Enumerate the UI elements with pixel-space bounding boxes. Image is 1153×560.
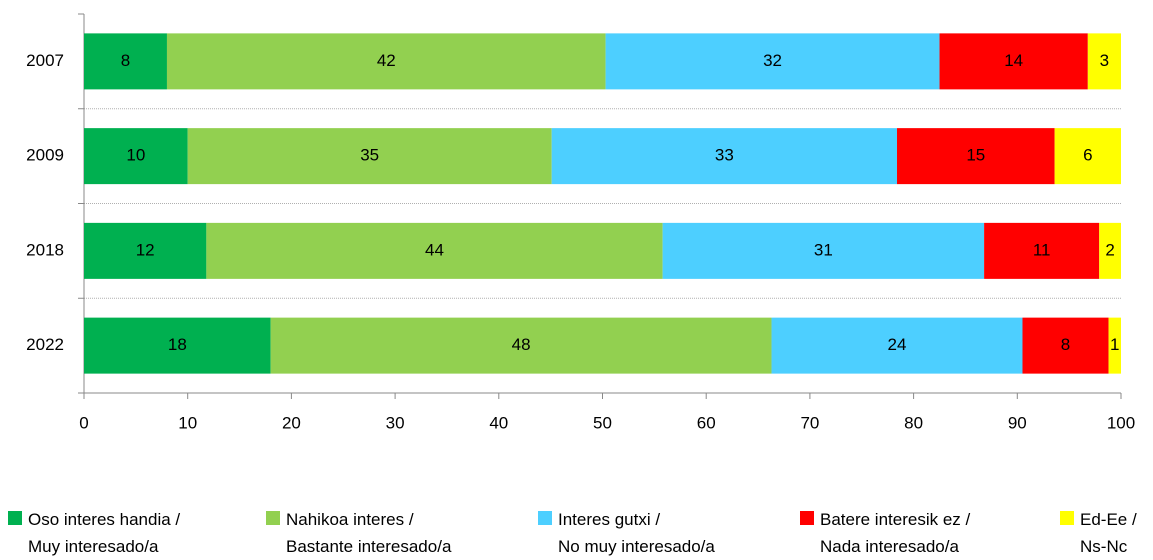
bar-segment [1108,317,1121,374]
value-label: 14 [1004,51,1023,70]
value-label: 44 [425,240,444,259]
bar-segment [1022,317,1109,374]
bar-segment [662,222,985,279]
value-label: 2 [1105,240,1114,259]
value-label: 11 [1033,240,1051,259]
bar-segment [1099,222,1121,279]
value-label: 48 [512,335,531,354]
value-label: 8 [121,51,130,70]
bar-segment [1087,33,1121,90]
value-label: 1 [1110,335,1119,354]
legend-label: Nahikoa interes / Bastante interesado/a [286,510,452,556]
x-tick-label: 100 [1107,413,1135,432]
legend-swatch [800,511,814,525]
value-label: 12 [136,240,155,259]
value-label: 15 [966,146,985,165]
legend-item: Interes gutxi / No muy interesado/a [538,506,715,560]
bar-segment [605,33,940,90]
bar-segment [84,128,188,185]
legend-label: Interes gutxi / No muy interesado/a [558,510,715,556]
legend-label: Batere interesik ez / Nada interesado/a [820,510,971,556]
legend-label: Oso interes handia / Muy interesado/a [28,510,181,556]
y-tick-label: 2009 [26,146,64,165]
value-label: 32 [763,51,782,70]
x-tick-label: 40 [489,413,508,432]
value-label: 31 [814,240,833,259]
value-label: 10 [126,146,145,165]
legend-item: Batere interesik ez / Nada interesado/a [800,506,970,560]
x-tick-label: 30 [386,413,405,432]
value-label: 24 [888,335,907,354]
x-tick-label: 90 [1008,413,1027,432]
value-label: 33 [715,146,734,165]
legend-swatch [1060,511,1074,525]
bar-segment [84,33,167,90]
value-label: 35 [360,146,379,165]
bar-segment [206,222,663,279]
bar-segment [1054,128,1121,185]
bar-segment [984,222,1100,279]
x-tick-label: 70 [800,413,819,432]
value-label: 8 [1061,335,1070,354]
bar-segment [939,33,1088,90]
bar-segment [270,317,772,374]
bar-segment [84,317,271,374]
legend-item: Oso interes handia / Muy interesado/a [8,506,180,560]
value-label: 42 [377,51,396,70]
y-tick-label: 2018 [26,240,64,259]
legend: Oso interes handia / Muy interesado/a Nah… [0,506,1153,560]
value-label: 3 [1100,51,1109,70]
bar-segment [771,317,1023,374]
legend-item: Nahikoa interes / Bastante interesado/a [266,506,451,560]
x-tick-label: 0 [79,413,88,432]
bar-segment [551,128,898,185]
x-tick-label: 50 [593,413,612,432]
chart: 0 10 20 30 40 50 60 70 80 90 100 2007 8 42 32 14 3 2009 10… [26,13,1135,432]
x-tick-label: 20 [282,413,301,432]
bar-segment [84,222,207,279]
legend-swatch [8,511,22,525]
legend-item: Ed-Ee / Ns-Nc [1060,506,1137,560]
x-tick-label: 60 [697,413,716,432]
value-label: 18 [168,335,187,354]
value-label: 6 [1083,146,1092,165]
bar-segment [166,33,606,90]
legend-swatch [538,511,552,525]
bar-segment [187,128,552,185]
y-tick-label: 2022 [26,335,64,354]
x-tick-label: 10 [178,413,197,432]
x-tick-label: 80 [904,413,923,432]
legend-swatch [266,511,280,525]
legend-label: Ed-Ee / Ns-Nc [1080,510,1137,556]
y-tick-label: 2007 [26,51,64,70]
bar-segment [897,128,1055,185]
